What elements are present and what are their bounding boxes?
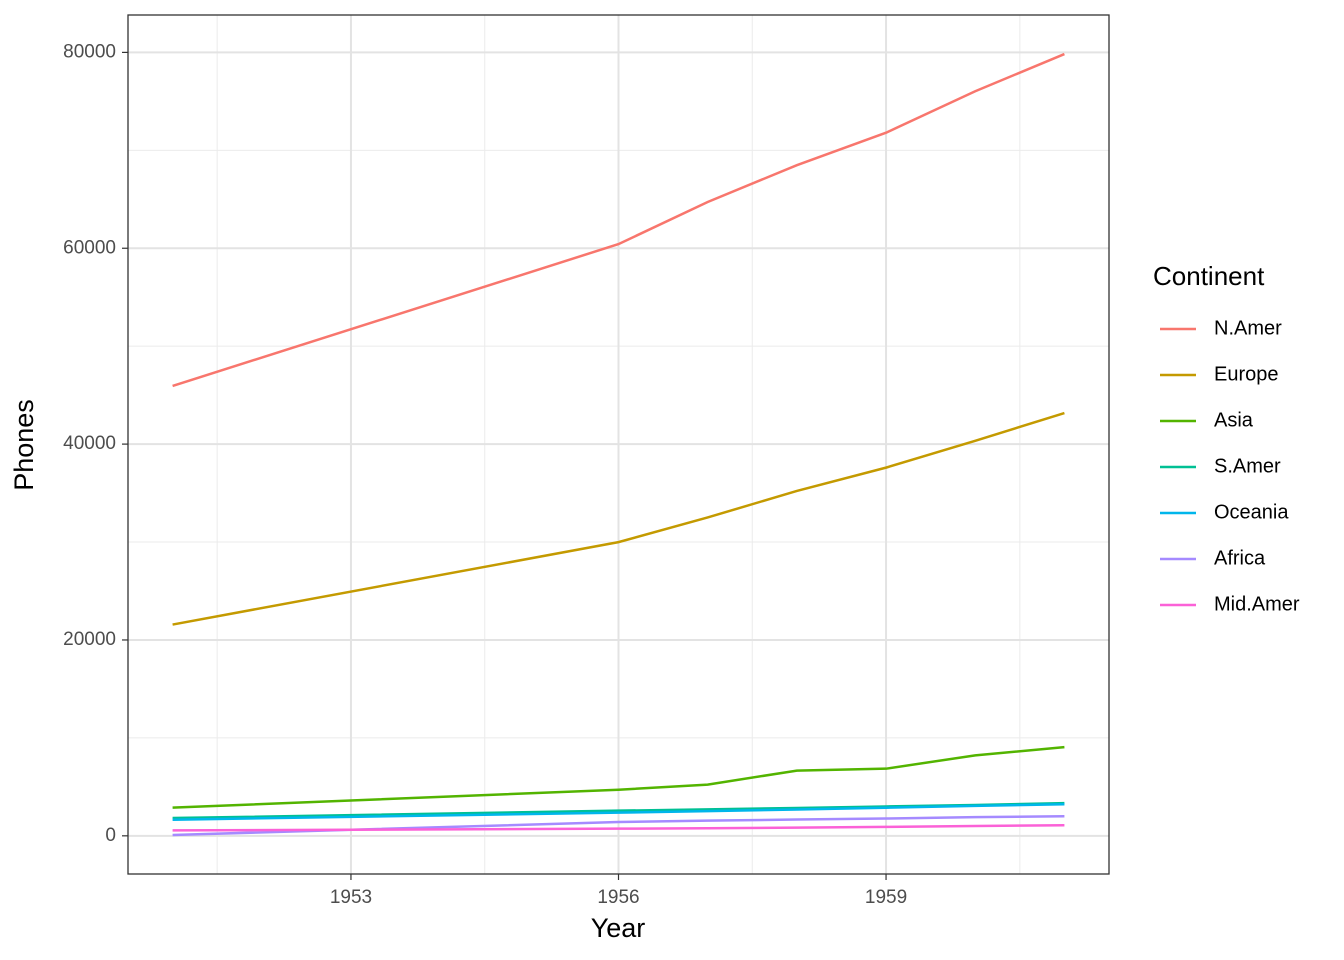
y-tick-label: 40000: [63, 433, 116, 454]
legend-label: S.Amer: [1214, 455, 1281, 477]
legend-label: Mid.Amer: [1214, 593, 1300, 615]
y-tick-label: 80000: [63, 41, 116, 62]
x-axis-label: Year: [591, 913, 646, 943]
legend-label: Oceania: [1214, 501, 1289, 523]
x-tick-label: 1956: [597, 887, 639, 908]
plot-border: [127, 14, 1110, 875]
series-line: [172, 52, 1065, 388]
y-tick-label: 20000: [63, 629, 116, 650]
y-tick-label: 0: [105, 825, 116, 846]
series-line: [172, 803, 1065, 821]
legend-label: Europe: [1214, 363, 1279, 385]
legend-label: Asia: [1214, 409, 1254, 431]
x-tick-label: 1953: [330, 887, 372, 908]
series-line: [172, 411, 1065, 626]
y-axis-label: Phones: [9, 399, 39, 491]
series-line: [172, 814, 1065, 837]
legend-title: Continent: [1153, 261, 1265, 291]
legend-label: Africa: [1214, 547, 1266, 569]
series-line: [172, 745, 1065, 809]
x-tick-label: 1959: [865, 887, 907, 908]
y-tick-label: 60000: [63, 237, 116, 258]
legend-label: N.Amer: [1214, 317, 1282, 339]
series-line: [172, 824, 1065, 832]
